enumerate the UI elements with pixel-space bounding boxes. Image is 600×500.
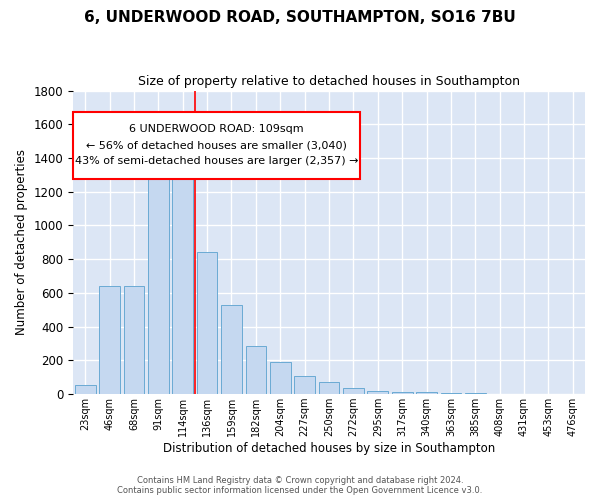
Bar (75, 385, 95, 394)
Bar (343, 388, 364, 394)
Bar (319, 382, 340, 394)
Y-axis label: Number of detached properties: Number of detached properties (15, 150, 28, 336)
Bar (294, 376, 315, 394)
Bar (416, 392, 437, 394)
FancyBboxPatch shape (73, 112, 360, 178)
Bar (172, 162, 193, 394)
Bar (197, 252, 217, 394)
Bar (392, 392, 413, 394)
Bar (440, 393, 461, 394)
Bar (221, 305, 242, 394)
Bar (99, 286, 120, 394)
Text: ← 56% of detached houses are smaller (3,040): ← 56% of detached houses are smaller (3,… (86, 140, 347, 150)
Bar (124, 286, 145, 394)
Text: 43% of semi-detached houses are larger (2,357) →: 43% of semi-detached houses are larger (… (74, 156, 358, 166)
Bar (367, 391, 388, 394)
Title: Size of property relative to detached houses in Southampton: Size of property relative to detached ho… (138, 75, 520, 88)
X-axis label: Distribution of detached houses by size in Southampton: Distribution of detached houses by size … (163, 442, 495, 455)
Bar (148, 174, 169, 394)
Bar (270, 362, 290, 394)
Text: 6 UNDERWOOD ROAD: 109sqm: 6 UNDERWOOD ROAD: 109sqm (129, 124, 304, 134)
Text: Contains HM Land Registry data © Crown copyright and database right 2024.
Contai: Contains HM Land Registry data © Crown c… (118, 476, 482, 495)
Text: 6, UNDERWOOD ROAD, SOUTHAMPTON, SO16 7BU: 6, UNDERWOOD ROAD, SOUTHAMPTON, SO16 7BU (84, 10, 516, 25)
Bar (245, 346, 266, 394)
